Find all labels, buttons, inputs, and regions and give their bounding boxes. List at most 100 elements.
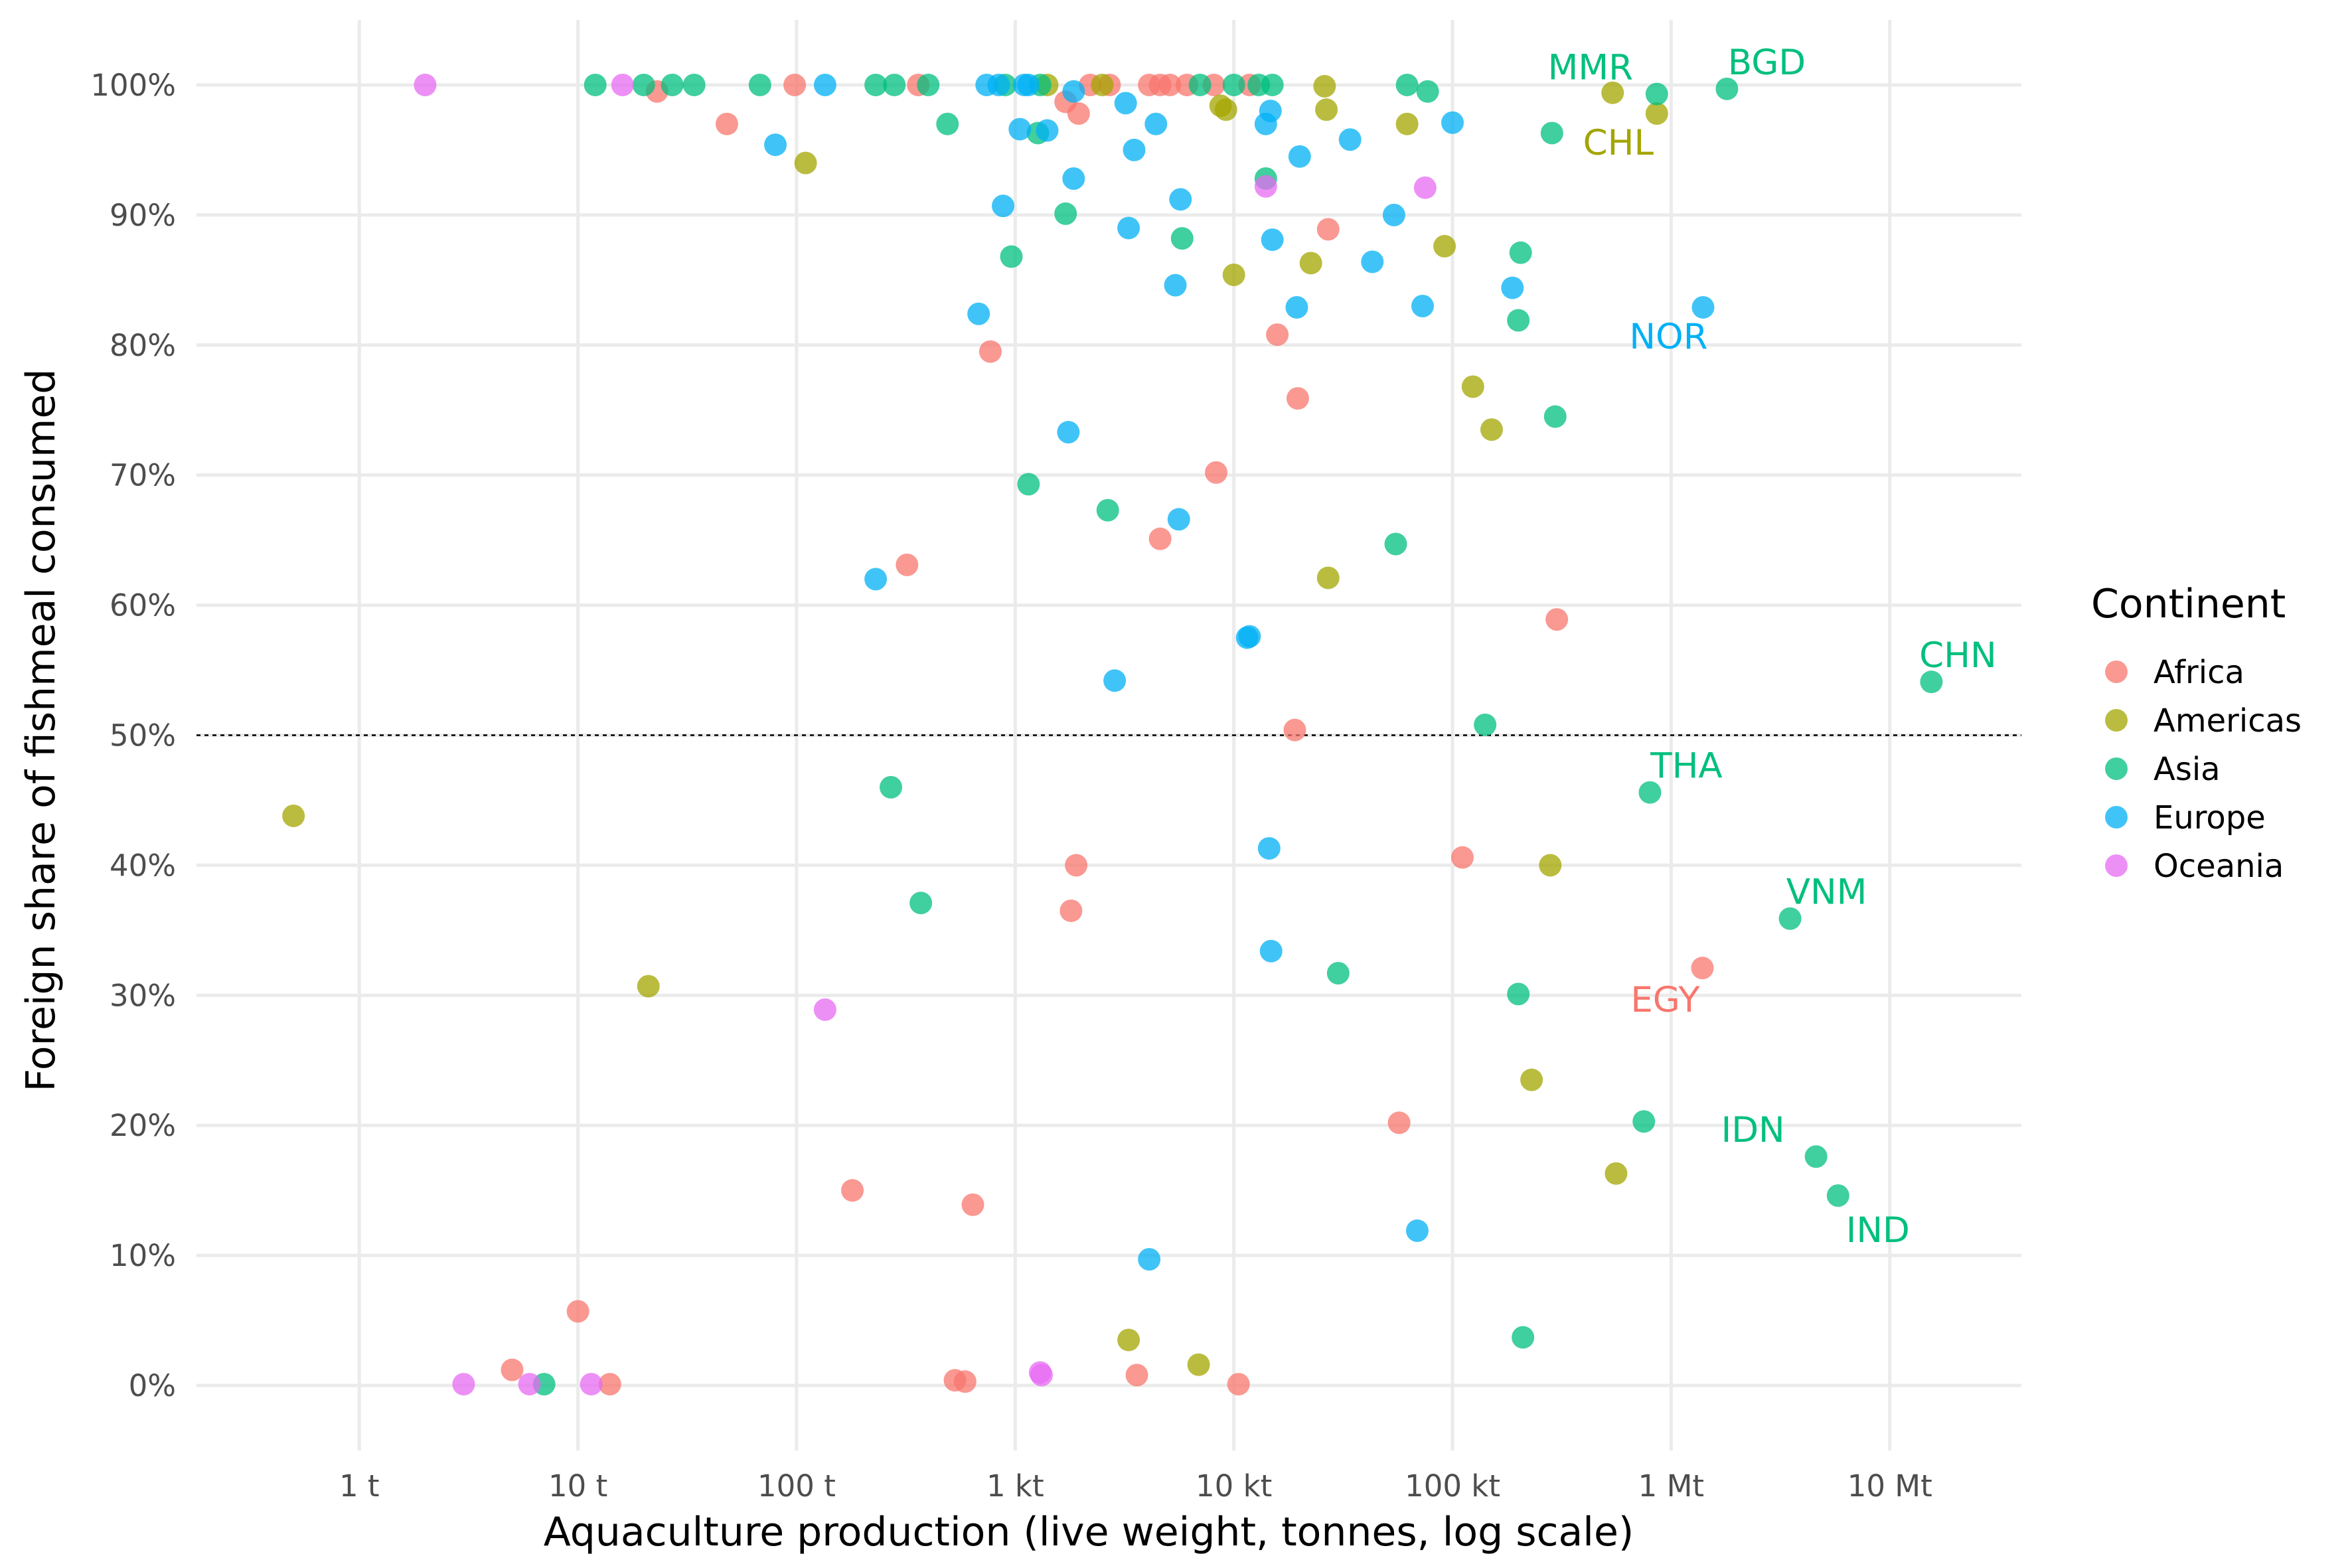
data-point <box>1164 274 1187 297</box>
data-point <box>452 1373 475 1396</box>
data-point <box>1062 80 1085 103</box>
data-point <box>1062 167 1085 191</box>
data-point <box>518 1373 541 1396</box>
data-point <box>1461 375 1484 398</box>
data-point <box>880 775 903 799</box>
data-point <box>715 112 738 135</box>
legend-label-oceania: Oceania <box>2154 848 2284 885</box>
x-tick-label: 10 t <box>548 1468 607 1504</box>
data-point <box>1103 669 1127 692</box>
data-point <box>1605 1162 1628 1185</box>
data-point <box>1008 118 1032 141</box>
data-point <box>1138 1248 1161 1271</box>
y-tick-label: 50% <box>110 718 176 753</box>
data-point <box>632 73 655 96</box>
data-points <box>282 73 1943 1396</box>
series-oceania <box>414 73 1437 1396</box>
data-point <box>1144 112 1168 135</box>
point-label-mmr: MMR <box>1548 48 1633 88</box>
data-point <box>764 133 787 157</box>
data-point <box>1091 73 1114 96</box>
point-label-tha: THA <box>1650 746 1722 787</box>
legend-label-asia: Asia <box>2154 751 2221 788</box>
data-point <box>1382 203 1405 226</box>
legend-label-americas: Americas <box>2154 702 2302 740</box>
data-point <box>1413 176 1437 199</box>
data-point <box>1638 781 1662 804</box>
data-point <box>953 1370 977 1393</box>
data-point <box>1254 175 1277 198</box>
data-point <box>883 73 906 96</box>
data-point <box>1512 1326 1535 1349</box>
data-point <box>1117 1328 1140 1352</box>
data-point <box>1148 527 1172 550</box>
data-point <box>1214 98 1237 121</box>
data-point <box>748 73 771 96</box>
y-tick-label: 60% <box>110 588 176 623</box>
data-point <box>813 998 836 1021</box>
data-point <box>967 302 990 325</box>
data-point <box>611 73 634 96</box>
data-point <box>1030 1364 1054 1387</box>
data-point <box>1778 907 1802 930</box>
data-point <box>1114 92 1137 115</box>
legend-key-oceania <box>2105 854 2128 877</box>
data-point <box>1501 276 1524 299</box>
data-point <box>864 568 888 591</box>
data-point <box>1222 263 1245 286</box>
data-point <box>1261 228 1284 252</box>
data-point <box>1059 899 1083 922</box>
data-point <box>1474 713 1497 736</box>
point-label-chn: CHN <box>1919 635 1997 676</box>
data-point <box>936 112 959 135</box>
data-point <box>1238 625 1261 648</box>
data-point <box>1227 1373 1250 1396</box>
point-annotations: MMR BGD CHL NOR CHN THA VNM EGY IDN IND <box>1548 42 1997 1251</box>
point-label-bgd: BGD <box>1728 42 1806 83</box>
x-tick-label: 1 t <box>339 1468 380 1504</box>
data-point <box>1313 74 1336 98</box>
data-point <box>783 73 807 96</box>
y-tick-label: 40% <box>110 848 176 883</box>
data-point <box>1065 854 1088 877</box>
data-point <box>637 975 660 998</box>
data-point <box>1266 323 1289 347</box>
data-point <box>1545 608 1569 631</box>
data-point <box>1261 73 1284 96</box>
legend-label-europe: Europe <box>2154 799 2266 836</box>
data-point <box>1645 102 1668 125</box>
data-point <box>1691 295 1715 319</box>
data-point <box>1017 473 1040 496</box>
y-tick-label: 20% <box>110 1108 176 1143</box>
data-point <box>1416 80 1439 103</box>
data-point <box>1316 566 1340 589</box>
data-point <box>1509 241 1532 264</box>
data-point <box>1632 1110 1656 1133</box>
y-tick-label: 100% <box>90 68 176 103</box>
data-point <box>1067 102 1090 125</box>
data-point <box>917 73 940 96</box>
data-point <box>1804 1145 1828 1168</box>
data-point <box>1222 73 1245 96</box>
data-point <box>1691 957 1714 980</box>
data-point <box>661 73 684 96</box>
x-tick-label: 100 t <box>757 1468 836 1504</box>
data-point <box>1338 128 1362 151</box>
legend: Continent Africa Americas Asia Europe Oceani… <box>2091 581 2302 885</box>
data-point <box>580 1373 603 1396</box>
data-point <box>1286 387 1309 410</box>
data-point <box>1117 216 1140 240</box>
data-point <box>1441 111 1464 134</box>
data-point <box>598 1373 621 1396</box>
data-point <box>1520 1068 1543 1091</box>
data-point <box>1017 73 1040 96</box>
data-point <box>1543 405 1567 428</box>
data-point <box>1384 532 1407 556</box>
data-point <box>1285 295 1308 319</box>
data-point <box>1405 1219 1429 1242</box>
point-label-vnm: VNM <box>1786 872 1867 913</box>
x-axis-title: Aquaculture production (live weight, ton… <box>544 1509 1634 1555</box>
data-point <box>1054 202 1077 225</box>
data-point <box>1507 309 1530 332</box>
data-point <box>1539 854 1562 877</box>
